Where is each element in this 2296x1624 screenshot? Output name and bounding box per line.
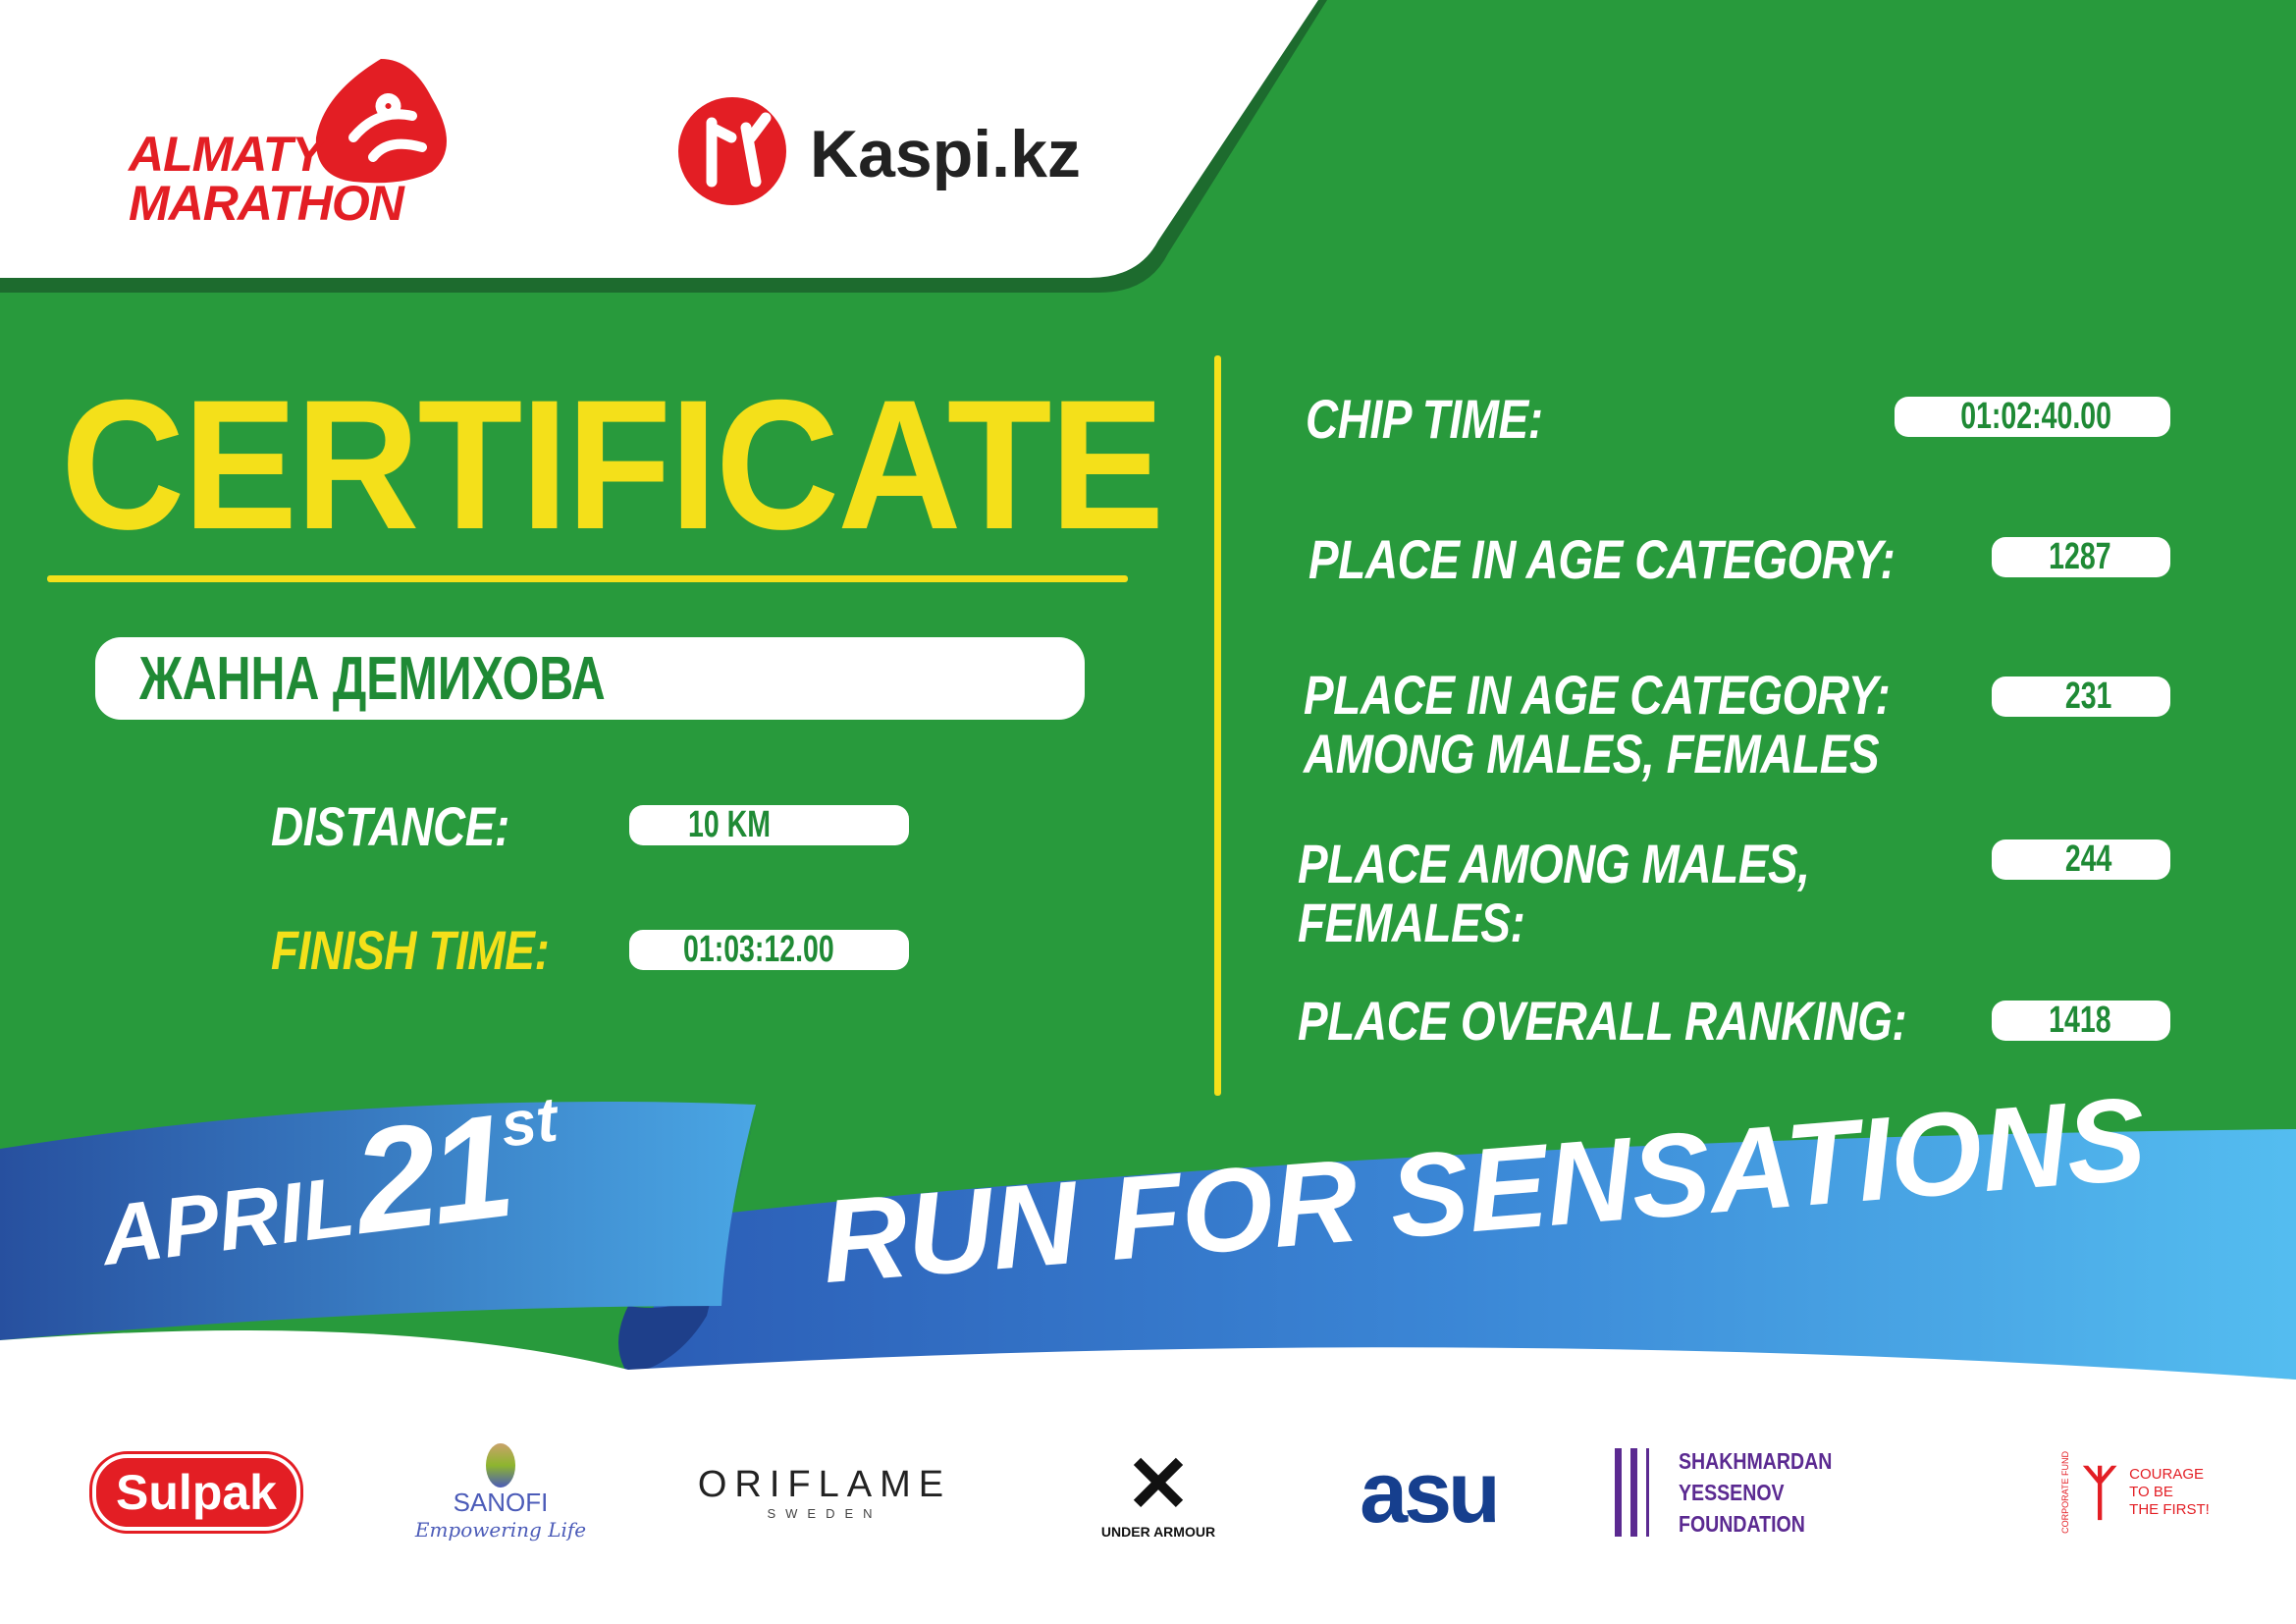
gender-place-label-line-2: FEMALES: [1298, 892, 1525, 953]
ribbon-fold [618, 1110, 756, 1375]
overall-ranking-value-text: 1418 [2049, 1000, 2111, 1041]
oriflame-sub: SWEDEN [767, 1506, 882, 1521]
almaty-marathon-logo: ALMATY MARATHON [129, 127, 404, 231]
runner-icon [348, 93, 427, 162]
race-day: 21 [345, 1082, 516, 1266]
distance-value-text: 10 KM [688, 804, 771, 845]
divider-line [1214, 355, 1221, 1096]
sanofi-tagline: Empowering Life [414, 1518, 587, 1542]
yessenov-icon [1615, 1448, 1649, 1537]
courage-line-2: TO BE [2129, 1484, 2173, 1500]
distance-value: 10 KM [629, 805, 909, 845]
overall-ranking-value: 1418 [1992, 1001, 2170, 1041]
sanofi-icon [486, 1443, 515, 1488]
sanofi-text: SANOFI [453, 1488, 549, 1517]
finish-time-label: FINISH TIME: [271, 919, 550, 981]
age-gender-value-text: 231 [2064, 676, 2111, 717]
title-underline [47, 575, 1128, 582]
kaspi-people-icon [706, 112, 772, 188]
gender-place-value: 244 [1992, 839, 2170, 880]
certificate-title: CERTIFICATE [61, 361, 1164, 568]
chip-time-value: 01:02:40.00 [1895, 397, 2170, 437]
under-armour-text: UNDER ARMOUR [1100, 1524, 1216, 1540]
kaspi-logo-text: Kaspi.kz [810, 117, 1081, 191]
yessenov-line-1: SHAKHMARDAN YESSENOV [1678, 1448, 1833, 1505]
logo-line-2: MARATHON [129, 176, 404, 231]
participant-name: ЖАННА ДЕМИХОВА [139, 645, 606, 713]
race-month: APRIL [96, 1159, 360, 1284]
courage-figure-icon: ᛉ [2082, 1459, 2118, 1526]
sponsor-sulpak: Sulpak [92, 1429, 300, 1556]
sponsor-oriflame: ORIFLAME SWEDEN [687, 1429, 962, 1556]
age-gender-label-line-1: PLACE IN AGE CATEGORY: [1304, 664, 1891, 726]
courage-arc-text: CORPORATE FUND [2060, 1451, 2071, 1534]
sponsor-under-armour: ✕ UNDER ARMOUR [1070, 1429, 1247, 1556]
kaspi-logo-icon [678, 97, 786, 205]
age-gender-label-line-2: AMONG MALES, FEMALES [1304, 723, 1880, 785]
courage-line-3: THE FIRST! [2129, 1501, 2210, 1518]
ribbon-left [0, 1102, 756, 1340]
name-box: ЖАННА ДЕМИХОВА [95, 637, 1085, 720]
age-gender-label: PLACE IN AGE CATEGORY: AMONG MALES, FEMA… [1304, 664, 1891, 785]
chip-time-value-text: 01:02:40.00 [1960, 396, 2111, 437]
gender-place-label-line-1: PLACE AMONG MALES, [1298, 833, 1810, 894]
under-armour-icon: ✕ [1125, 1440, 1192, 1528]
age-category-label: PLACE IN AGE CATEGORY: [1308, 528, 1896, 590]
header-white-panel [0, 0, 1318, 278]
race-day-suffix: st [497, 1083, 561, 1161]
sponsor-yessenov: SHAKHMARDAN YESSENOV FOUNDATION [1615, 1429, 1949, 1556]
finish-time-value: 01:03:12.00 [629, 930, 909, 970]
finish-time-value-text: 01:03:12.00 [683, 929, 834, 970]
sponsor-sanofi: SANOFI Empowering Life [412, 1429, 589, 1556]
overall-ranking-label: PLACE OVERALL RANKING: [1298, 990, 1907, 1052]
chip-time-label: CHIP TIME: [1306, 388, 1543, 450]
sponsor-asu: asu [1345, 1429, 1512, 1556]
age-gender-value: 231 [1992, 677, 2170, 717]
distance-label: DISTANCE: [271, 795, 509, 857]
bottom-white [0, 1330, 2296, 1624]
logo-line-1: ALMATY [129, 127, 325, 182]
age-category-value: 1287 [1992, 537, 2170, 577]
oriflame-text: ORIFLAME [697, 1464, 952, 1505]
gender-place-label: PLACE AMONG MALES, FEMALES: [1298, 835, 1810, 952]
sponsor-courage: CORPORATE FUND ᛉ COURAGE TO BE THE FIRST… [2052, 1429, 2218, 1556]
yessenov-line-2: FOUNDATION [1678, 1511, 1805, 1537]
asu-logo: asu [1360, 1443, 1501, 1541]
courage-line-1: COURAGE [2129, 1466, 2204, 1483]
age-category-value-text: 1287 [2049, 536, 2111, 577]
ribbon-main [628, 1129, 2296, 1380]
gender-place-value-text: 244 [2064, 839, 2111, 880]
sulpak-logo: Sulpak [92, 1454, 300, 1531]
